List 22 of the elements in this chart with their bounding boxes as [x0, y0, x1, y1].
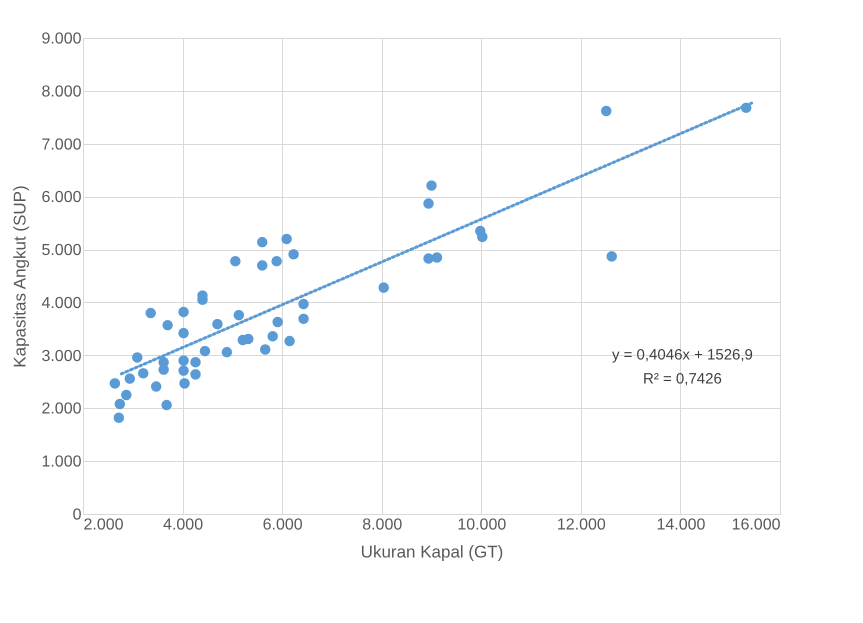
y-tick-label: 5.000 — [41, 242, 82, 260]
x-tick-label: 10.000 — [457, 516, 506, 534]
x-tick-label: 2.000 — [84, 516, 124, 534]
y-tick-label: 7.000 — [41, 136, 82, 154]
x-tick-label: 8.000 — [362, 516, 402, 534]
x-tick-label: 12.000 — [556, 516, 606, 534]
x-tick-label: 6.000 — [262, 516, 303, 534]
x-tick-label: 14.000 — [656, 516, 706, 534]
y-tick-label: 9.000 — [41, 30, 82, 48]
y-axis-title: Kapasitas Angkut (SUP) — [10, 185, 30, 368]
x-axis-title: Ukuran Kapal (GT) — [360, 542, 504, 562]
annotation: R² = 0,7426 — [643, 370, 722, 388]
y-tick-label: 3.000 — [41, 348, 82, 365]
annotation: y = 0,4046x + 1526,9 — [612, 346, 753, 364]
y-tick-label: 0 — [72, 506, 82, 524]
y-tick-label: 6.000 — [41, 189, 82, 206]
y-tick-label: 1.000 — [41, 454, 82, 471]
x-tick-label: 4.000 — [163, 516, 204, 534]
y-tick-label: 2.000 — [41, 400, 82, 418]
x-tick-label: 16.000 — [732, 516, 781, 534]
y-tick-label: 4.000 — [41, 294, 82, 312]
y-tick-label: 8.000 — [41, 83, 82, 100]
